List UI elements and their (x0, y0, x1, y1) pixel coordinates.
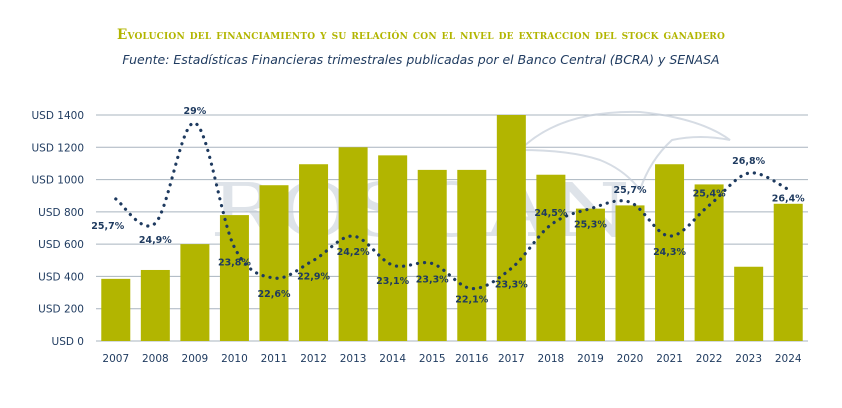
bar (338, 147, 368, 341)
x-tick-label: 2013 (340, 353, 367, 365)
bar (457, 169, 487, 341)
bar (536, 174, 566, 341)
line-data-label: 29% (184, 106, 207, 117)
line-data-label: 23,3% (416, 275, 449, 286)
bar (655, 164, 685, 341)
line-data-label: 23,8% (218, 257, 251, 268)
bar (417, 169, 447, 341)
x-tick-label: 2014 (379, 353, 406, 365)
y-tick-label: USD 800 (38, 207, 84, 219)
bar (694, 184, 724, 341)
chart-title: Evolucion del financiamiento y su relaci… (117, 27, 725, 43)
x-tick-label: 2019 (577, 353, 604, 365)
bar (101, 278, 131, 341)
line-data-label: 23,1% (376, 276, 409, 287)
bar (773, 203, 803, 341)
bar (219, 215, 249, 341)
bar (299, 164, 329, 341)
x-tick-label: 2008 (142, 353, 169, 365)
x-tick-label: 2024 (775, 353, 802, 365)
y-tick-label: USD 200 (38, 304, 84, 316)
y-tick-label: USD 400 (38, 271, 84, 283)
line-data-label: 25,7% (91, 221, 124, 232)
bar (378, 155, 408, 341)
x-tick-label: 2012 (300, 353, 327, 365)
line-data-label: 24,3% (653, 247, 686, 258)
dotted-line-series (114, 121, 790, 291)
line-data-label: 23,3% (495, 279, 528, 290)
x-tick-label: 20116 (455, 353, 489, 365)
line-data-label: 24,9% (139, 235, 172, 246)
x-tick-label: 2015 (419, 353, 446, 365)
bar (140, 269, 170, 341)
bar (259, 185, 289, 341)
line-data-label: 25,7% (614, 185, 647, 196)
x-tick-label: 2020 (617, 353, 644, 365)
line-data-label: 25,4% (693, 188, 726, 199)
line-data-label: 26,8% (732, 156, 765, 167)
line-data-label: 25,3% (574, 220, 607, 231)
x-tick-label: 2009 (182, 353, 209, 365)
line-data-label: 24,2% (337, 247, 370, 258)
x-tick-label: 2021 (656, 353, 683, 365)
chart-subtitle: Fuente: Estadísticas Financieras trimest… (122, 52, 720, 67)
bar (575, 208, 605, 341)
x-tick-label: 2010 (221, 353, 248, 365)
line-data-label: 24,5% (534, 208, 567, 219)
bar (734, 266, 764, 341)
line-data-label: 22,1% (455, 295, 488, 306)
bar (615, 205, 645, 341)
x-tick-label: 2022 (696, 353, 723, 365)
y-tick-label: USD 1200 (32, 142, 85, 154)
line-data-label: 22,9% (297, 271, 330, 282)
y-tick-label: USD 0 (52, 336, 84, 348)
y-axis: USD 0 USD 200 USD 400 USD 600 USD 800 USD 100… (32, 110, 85, 348)
line-labels: 25,7% 24,9% 29% 23,8% 22,6% 22,9% 24,2% 23,1% 23… (91, 106, 805, 305)
bars (101, 115, 803, 341)
x-tick-label: 2023 (735, 353, 762, 365)
line-data-label: 26,4% (772, 193, 805, 204)
x-tick-label: 2007 (102, 353, 129, 365)
y-tick-label: USD 1000 (32, 175, 85, 187)
y-tick-label: USD 600 (38, 239, 84, 251)
y-tick-label: USD 1400 (32, 110, 85, 122)
x-tick-label: 2018 (538, 353, 565, 365)
x-axis: 2007 2008 2009 2010 2011 2012 2013 2014 2015 2011… (102, 353, 801, 365)
bar (496, 115, 526, 341)
x-tick-label: 2011 (261, 353, 288, 365)
watermark-bull-icon (517, 110, 731, 193)
line-path (114, 121, 790, 291)
x-tick-label: 2017 (498, 353, 525, 365)
line-data-label: 22,6% (258, 289, 291, 300)
bar (180, 244, 210, 341)
